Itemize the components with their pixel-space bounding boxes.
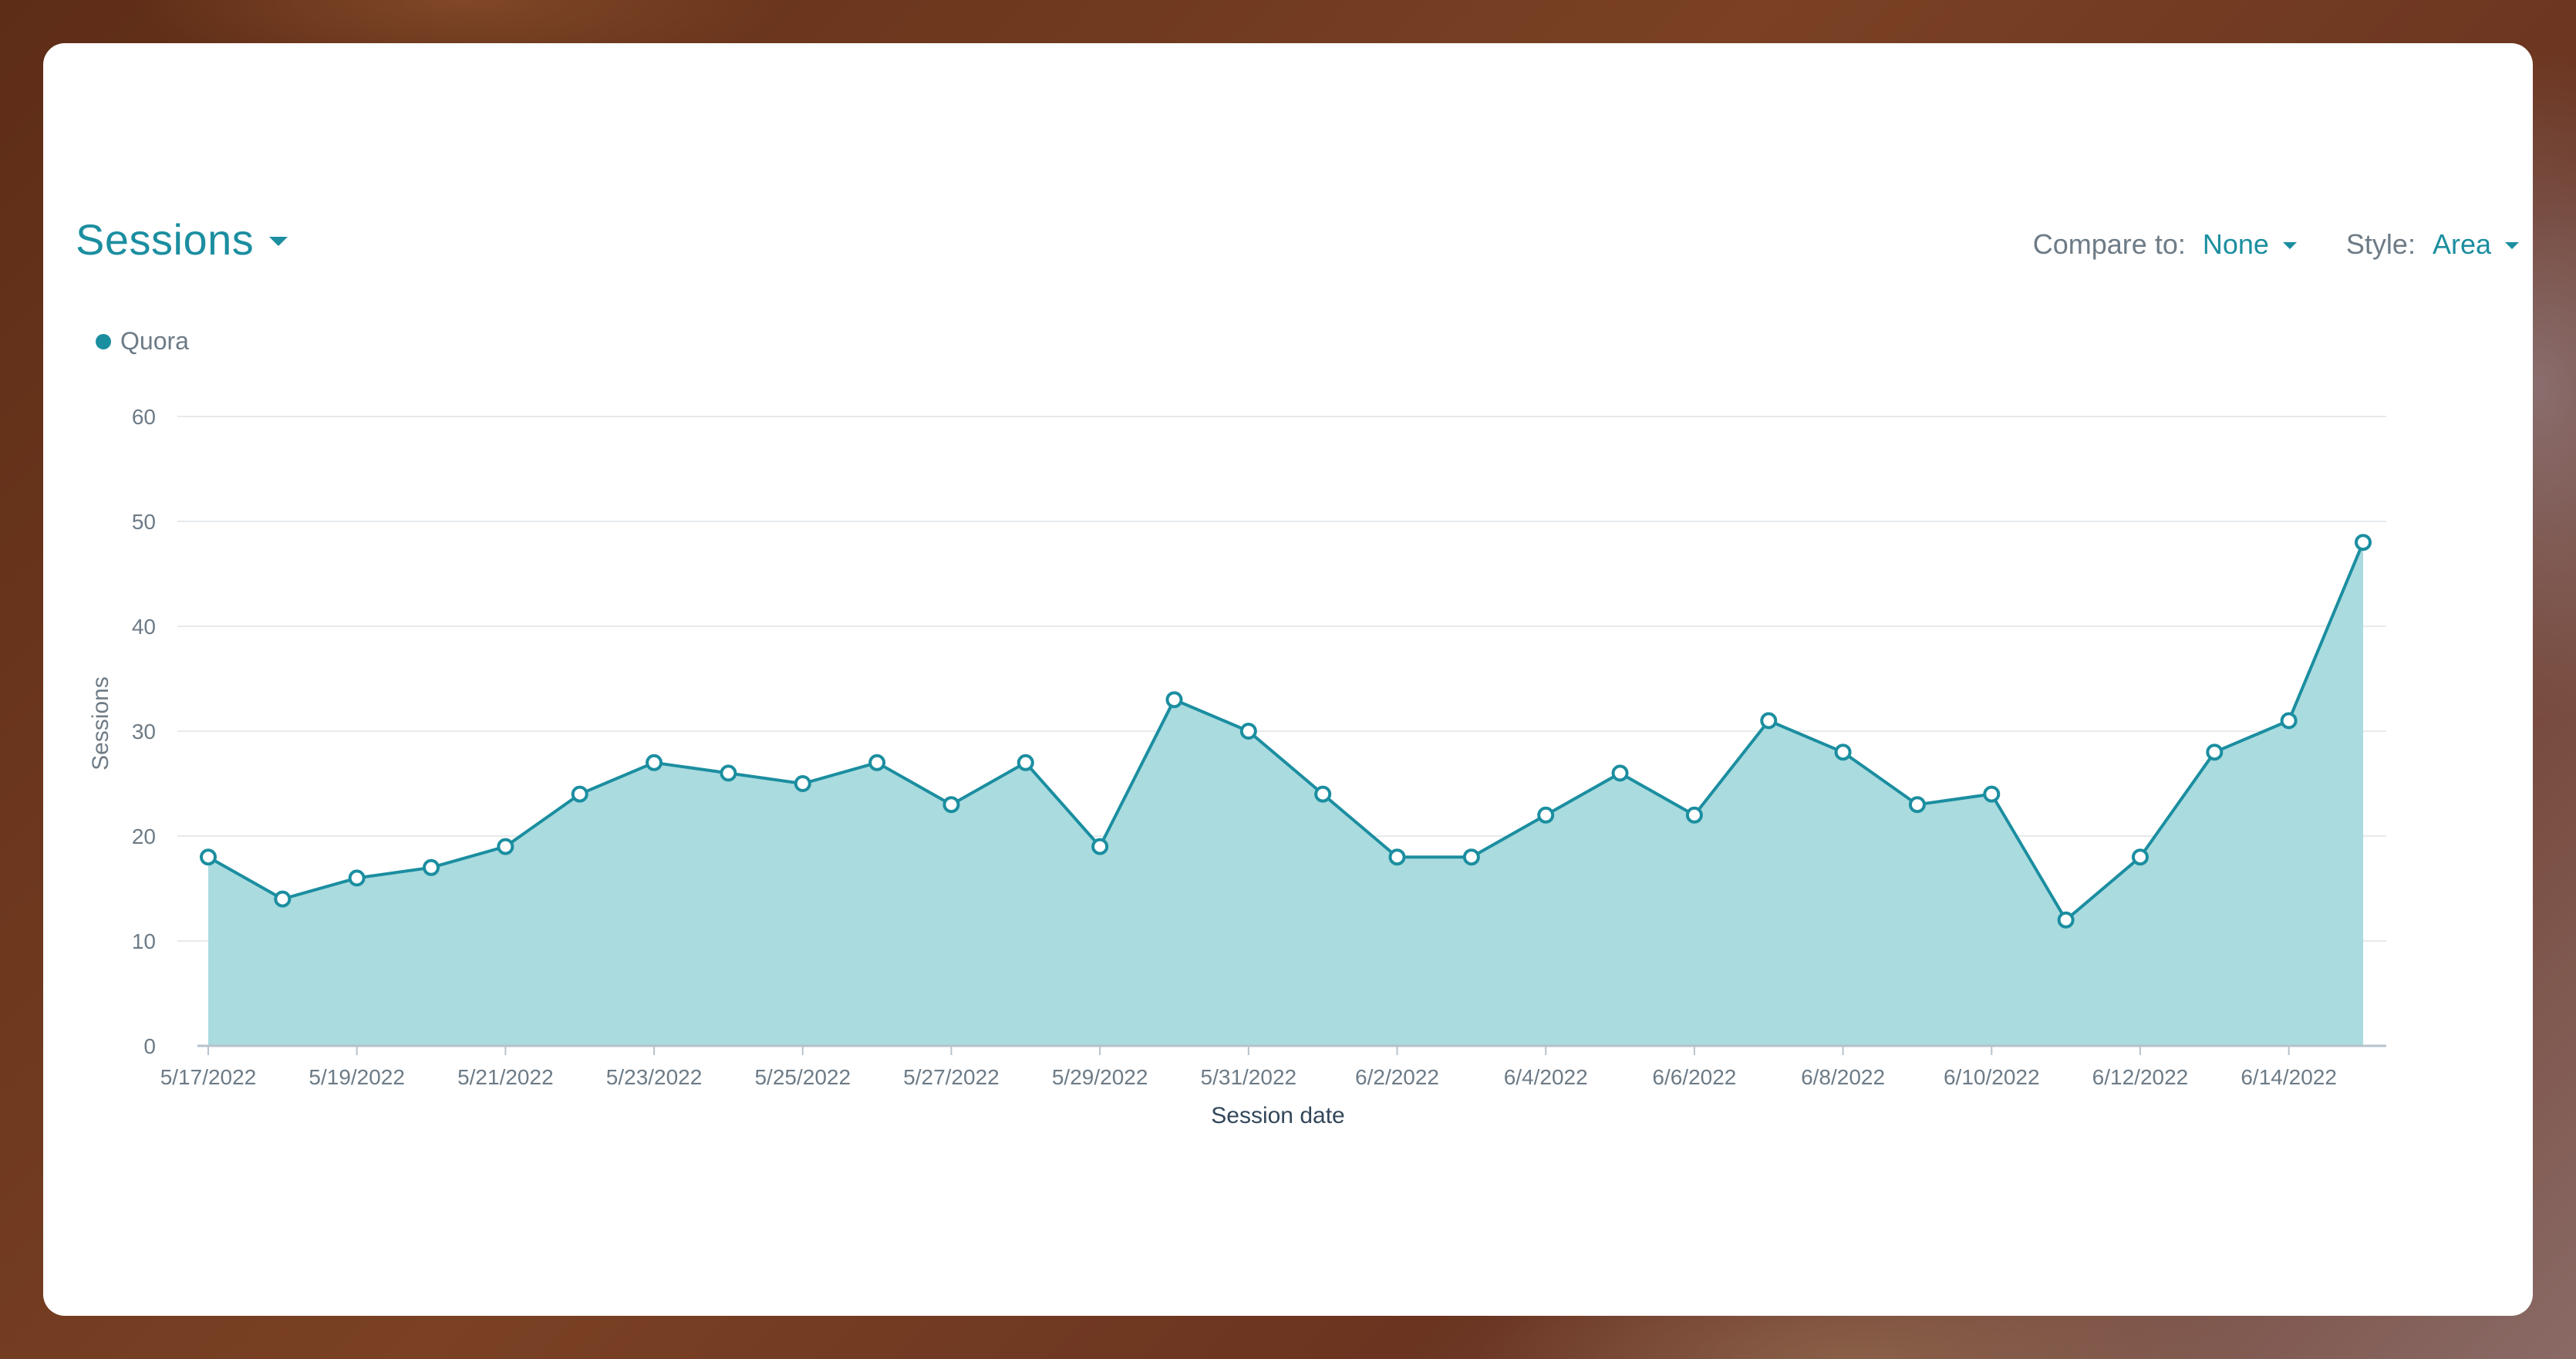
data-point bbox=[2280, 712, 2298, 730]
y-tick-label: 10 bbox=[132, 929, 156, 953]
x-tick-label: 5/29/2022 bbox=[1052, 1065, 1148, 1089]
compare-label: Compare to: bbox=[2032, 228, 2186, 260]
x-tick-label: 6/12/2022 bbox=[2092, 1065, 2189, 1089]
y-axis-title: Sessions bbox=[88, 676, 113, 771]
data-point bbox=[1165, 691, 1183, 709]
x-tick-label: 5/23/2022 bbox=[606, 1065, 703, 1089]
data-point bbox=[1017, 754, 1034, 771]
data-point bbox=[1760, 712, 1778, 730]
data-point bbox=[2355, 534, 2372, 551]
data-point bbox=[1834, 744, 1852, 761]
legend-label: Quora bbox=[120, 327, 189, 355]
data-point bbox=[2131, 848, 2149, 866]
y-tick-label: 0 bbox=[143, 1034, 156, 1058]
data-point bbox=[200, 848, 217, 866]
data-point bbox=[794, 775, 811, 792]
data-point bbox=[1983, 785, 2001, 803]
x-tick-label: 5/21/2022 bbox=[457, 1065, 554, 1089]
y-tick-label: 30 bbox=[132, 720, 156, 744]
data-point bbox=[646, 754, 663, 771]
data-point bbox=[497, 838, 514, 855]
x-tick-label: 6/14/2022 bbox=[2241, 1065, 2337, 1089]
data-point bbox=[2057, 911, 2075, 929]
data-point bbox=[1537, 806, 1555, 824]
x-tick-label: 6/8/2022 bbox=[1801, 1065, 1885, 1089]
x-tick-label: 6/6/2022 bbox=[1652, 1065, 1736, 1089]
data-point bbox=[1091, 838, 1109, 855]
series-line bbox=[207, 541, 2365, 922]
x-tick-label: 5/17/2022 bbox=[160, 1065, 257, 1089]
series-area bbox=[208, 542, 2363, 1046]
x-tick-label: 5/19/2022 bbox=[309, 1065, 405, 1089]
chevron-down-icon[interactable] bbox=[2505, 242, 2519, 249]
style-label: Style: bbox=[2345, 228, 2416, 260]
chart-card bbox=[43, 43, 2533, 1316]
chart-legend[interactable]: Quora bbox=[96, 327, 189, 356]
data-point bbox=[1388, 848, 1406, 866]
data-point bbox=[571, 785, 588, 803]
metric-title: Sessions bbox=[76, 215, 255, 264]
style-dropdown[interactable]: Area bbox=[2432, 228, 2491, 260]
data-point bbox=[868, 754, 886, 771]
compare-dropdown[interactable]: None bbox=[2202, 228, 2269, 260]
data-point bbox=[2206, 744, 2224, 761]
x-axis-title: Session date bbox=[1211, 1103, 1344, 1128]
data-point bbox=[942, 796, 960, 814]
data-point bbox=[423, 858, 440, 876]
y-tick-label: 40 bbox=[132, 615, 156, 639]
chart-controls: Compare to: None Style: Area bbox=[2033, 228, 2519, 261]
y-tick-label: 60 bbox=[132, 405, 156, 429]
data-point bbox=[274, 890, 292, 908]
data-point bbox=[1908, 796, 1926, 814]
data-point bbox=[348, 869, 366, 887]
data-point bbox=[1685, 806, 1703, 824]
x-tick-label: 5/31/2022 bbox=[1201, 1065, 1297, 1089]
chevron-down-icon bbox=[269, 236, 288, 246]
data-point bbox=[1239, 723, 1257, 740]
data-point bbox=[720, 764, 737, 782]
x-tick-label: 5/25/2022 bbox=[754, 1065, 851, 1089]
x-tick-label: 6/10/2022 bbox=[1944, 1065, 2040, 1089]
data-point bbox=[1314, 785, 1332, 803]
data-point bbox=[1462, 848, 1480, 866]
x-tick-label: 6/4/2022 bbox=[1504, 1065, 1588, 1089]
x-tick-label: 5/27/2022 bbox=[903, 1065, 1000, 1089]
data-point bbox=[1611, 764, 1629, 782]
y-tick-label: 20 bbox=[132, 825, 156, 848]
x-tick-label: 6/2/2022 bbox=[1355, 1065, 1439, 1089]
chevron-down-icon[interactable] bbox=[2282, 242, 2297, 249]
y-tick-label: 50 bbox=[132, 510, 156, 534]
metric-selector[interactable]: Sessions bbox=[76, 214, 288, 265]
legend-marker bbox=[96, 333, 111, 349]
